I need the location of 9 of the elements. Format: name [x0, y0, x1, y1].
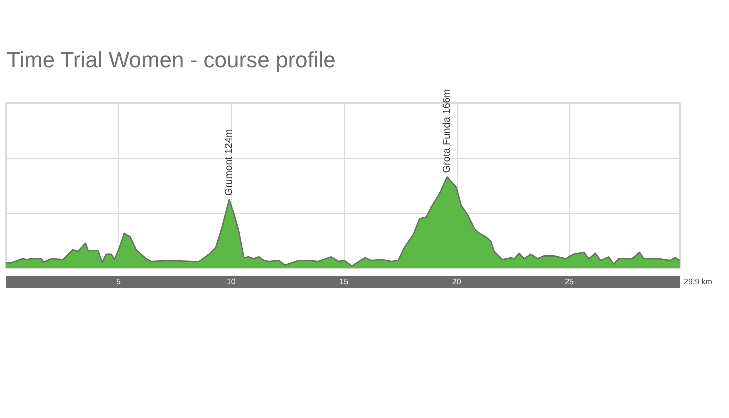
x-tick-label: 20 [452, 278, 462, 286]
annotation: Grumont 124m [224, 129, 235, 196]
x-tick-label: 15 [340, 278, 350, 286]
x-tick-label: 5 [116, 278, 122, 286]
x-tick-label: 25 [565, 278, 575, 286]
chart-title: Time Trial Women - course profile [7, 48, 336, 72]
x-tick-label: 10 [226, 278, 236, 286]
x-axis-title: 29,9 km [684, 278, 713, 286]
annotation: Grota Funda 166m [442, 89, 453, 174]
